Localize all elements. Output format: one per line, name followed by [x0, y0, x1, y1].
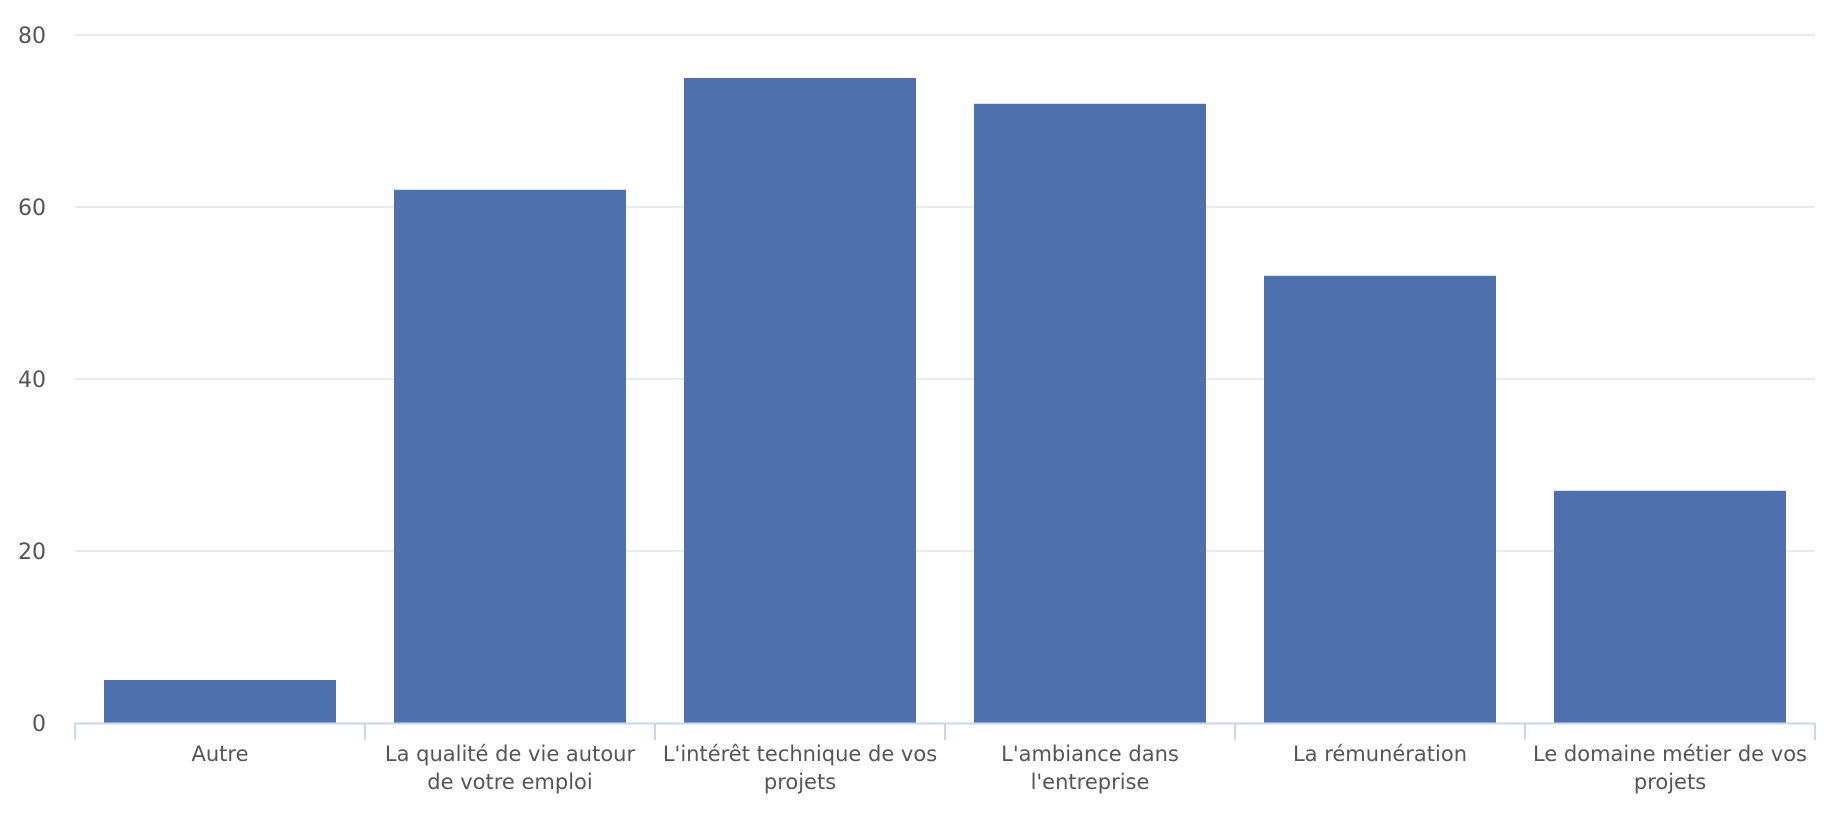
y-tick-label: 0: [32, 712, 46, 737]
x-axis: [74, 722, 1816, 740]
y-tick-label: 80: [18, 24, 46, 49]
bar[interactable]: [684, 78, 916, 723]
bars: [104, 78, 1786, 724]
x-category-label: La qualité de vie autour de votre emploi: [385, 742, 636, 794]
y-tick-label: 20: [18, 540, 46, 565]
bar[interactable]: [394, 189, 626, 724]
x-category-label: Le domaine métier de vos projets: [1533, 742, 1807, 794]
bar[interactable]: [104, 680, 336, 723]
y-axis-ticks: 0 20 40 60 80: [18, 24, 46, 737]
x-category-label: La rémunération: [1293, 742, 1467, 766]
x-category-label: L'ambiance dans l'entreprise: [1001, 742, 1179, 794]
bar[interactable]: [1554, 490, 1786, 723]
x-category-label: Autre: [191, 742, 248, 766]
bar[interactable]: [974, 103, 1206, 724]
x-axis-labels: Autre La qualité de vie autour de votre em…: [191, 742, 1807, 794]
y-tick-label: 60: [18, 196, 46, 221]
grid-lines: [75, 34, 1815, 552]
x-category-label: L'intérêt technique de vos projets: [663, 742, 937, 794]
bar[interactable]: [1264, 275, 1496, 723]
y-tick-label: 40: [18, 368, 46, 393]
